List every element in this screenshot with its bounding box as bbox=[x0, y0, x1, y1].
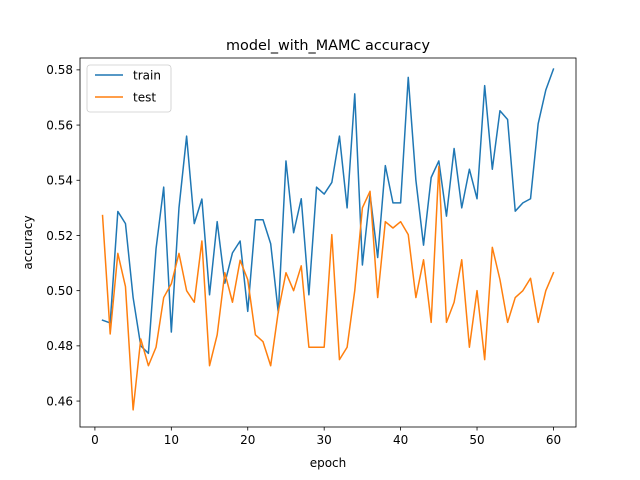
plot-frame bbox=[79, 57, 577, 428]
legend: train test bbox=[86, 64, 172, 113]
series-line-train bbox=[101, 68, 555, 355]
x-tick-label: 50 bbox=[469, 433, 484, 447]
x-tick-label: 30 bbox=[317, 433, 332, 447]
legend-label-test: test bbox=[133, 91, 156, 105]
y-tick-label: 0.46 bbox=[46, 394, 73, 408]
x-tick-label: 20 bbox=[240, 433, 255, 447]
series-line-test bbox=[101, 165, 555, 411]
y-tick-label: 0.58 bbox=[46, 63, 73, 77]
y-tick-label: 0.54 bbox=[46, 174, 73, 188]
y-axis: 0.46 0.48 0.50 0.52 0.54 0.56 0.58 bbox=[46, 63, 80, 408]
y-tick-label: 0.52 bbox=[46, 229, 73, 243]
chart-title: model_with_MAMC accuracy bbox=[226, 38, 430, 54]
x-axis-label: epoch bbox=[310, 456, 347, 470]
y-axis-label: accuracy bbox=[21, 215, 35, 269]
x-tick-label: 10 bbox=[164, 433, 179, 447]
legend-label-train: train bbox=[133, 69, 161, 83]
y-tick-label: 0.50 bbox=[46, 284, 73, 298]
y-tick-label: 0.48 bbox=[46, 339, 73, 353]
x-tick-label: 60 bbox=[546, 433, 561, 447]
legend-box bbox=[86, 64, 172, 113]
plot-area bbox=[101, 68, 555, 411]
x-tick-label: 0 bbox=[91, 433, 99, 447]
y-tick-label: 0.56 bbox=[46, 118, 73, 132]
x-axis: 0 10 20 30 40 50 60 bbox=[91, 427, 561, 447]
x-tick-label: 40 bbox=[393, 433, 408, 447]
